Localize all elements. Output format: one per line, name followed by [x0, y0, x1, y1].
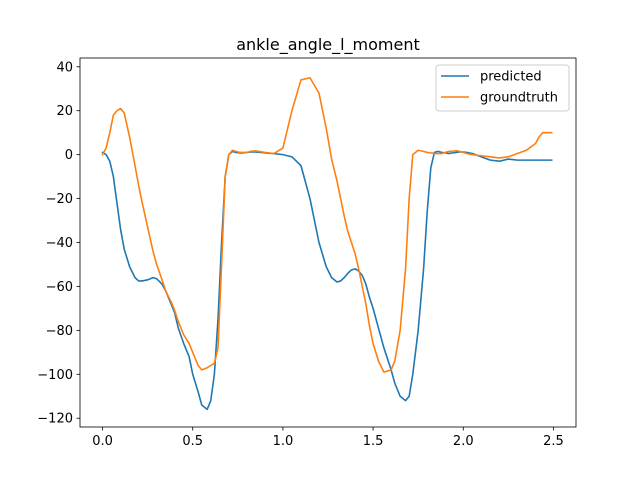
x-tick-label: 2.0: [453, 434, 474, 449]
y-tick-label: 20: [56, 104, 73, 119]
axes-layer: 0.0 0.5 1.0 1.5 2.0 2.5 40 20 0 −20 −40 −60 −80 −100 −…: [37, 57, 577, 449]
series-line-groundtruth: [101, 76, 553, 373]
x-tick-label: 1.0: [273, 434, 294, 449]
x-tick-label: 0.0: [92, 434, 113, 449]
y-tick-label: −120: [37, 412, 73, 427]
x-tick-label: 2.5: [543, 434, 564, 449]
chart-title: ankle_angle_l_moment: [236, 35, 420, 55]
y-tick-label: −100: [37, 368, 73, 383]
legend: predicted groundtruth: [435, 64, 570, 112]
x-tick-label: 1.5: [363, 434, 384, 449]
y-tick-label: −60: [46, 280, 73, 295]
legend-label-groundtruth: groundtruth: [480, 91, 558, 106]
y-tick-label: 0: [65, 148, 73, 163]
legend-box: [435, 64, 570, 112]
y-tick-label: 40: [56, 60, 73, 75]
y-tick-label: −80: [46, 324, 73, 339]
x-tick-label: 0.5: [182, 434, 203, 449]
y-tick-label: −40: [46, 236, 73, 251]
legend-label-predicted: predicted: [480, 70, 542, 85]
series-layer: [101, 76, 553, 411]
y-tick-label: −20: [46, 192, 73, 207]
